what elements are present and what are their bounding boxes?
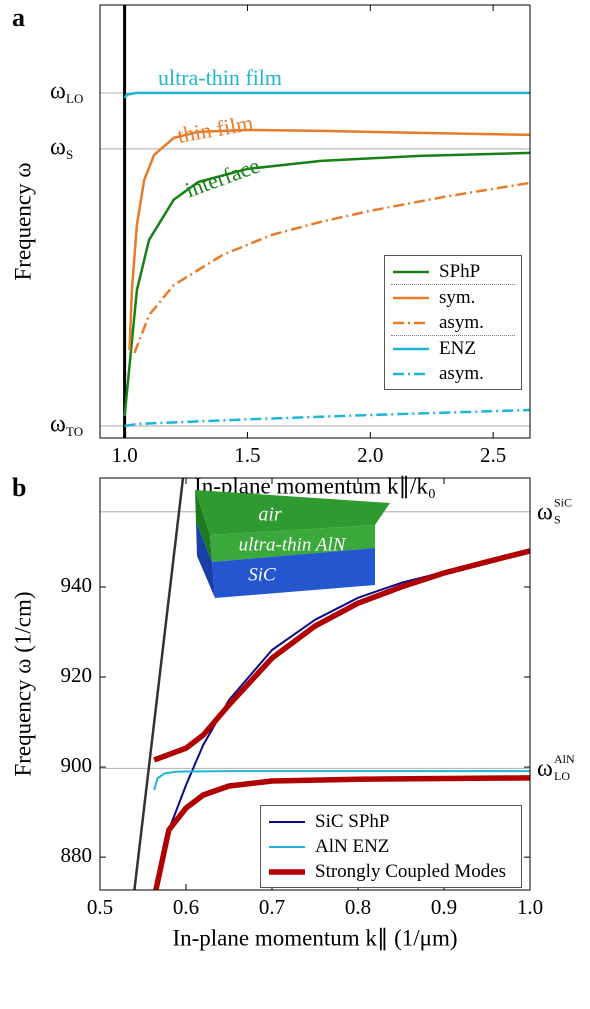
inset-front-film bbox=[210, 525, 375, 562]
x-tick-label: 0.5 bbox=[87, 895, 113, 919]
series-line bbox=[123, 91, 530, 99]
x-tick-label: 2.5 bbox=[480, 443, 506, 467]
legend-entry: sym. bbox=[391, 284, 515, 310]
y-tick-label: 920 bbox=[61, 663, 93, 687]
annotation: thin film bbox=[175, 110, 255, 148]
legend: SPhP sym. asym. ENZ asym. bbox=[384, 255, 522, 390]
y-tick-label: ω bbox=[50, 412, 66, 438]
panel-label: a bbox=[12, 3, 25, 32]
plot-frame bbox=[99, 477, 531, 891]
y-tick-label: ω bbox=[50, 78, 66, 104]
y-tick-label: 940 bbox=[61, 573, 93, 597]
y-tick-label: 880 bbox=[61, 843, 93, 867]
x-tick-label: 1.0 bbox=[517, 895, 543, 919]
legend-swatch bbox=[269, 845, 305, 848]
series-line bbox=[133, 181, 530, 354]
series-line bbox=[128, 128, 530, 351]
legend-label: asym. bbox=[439, 363, 484, 384]
y-tick-subscript: LO bbox=[66, 91, 83, 106]
legend-entry: AlN ENZ bbox=[267, 834, 515, 859]
inset-side-substrate bbox=[196, 522, 215, 598]
legend-label: SiC SPhP bbox=[315, 811, 390, 832]
legend-entry: SiC SPhP bbox=[267, 809, 515, 834]
legend-entry: asym. bbox=[391, 310, 515, 335]
legend-entry: ENZ bbox=[391, 335, 515, 361]
series-line bbox=[123, 151, 530, 417]
reference-label: ω bbox=[537, 756, 553, 782]
legend-entry: SPhP bbox=[391, 259, 515, 284]
y-axis-label: Frequency ω bbox=[10, 163, 35, 281]
legend-swatch bbox=[269, 820, 305, 823]
legend: SiC SPhP AlN ENZ Strongly Coupled Modes bbox=[260, 805, 522, 888]
panel-label: b bbox=[12, 473, 26, 502]
legend-label: Strongly Coupled Modes bbox=[315, 861, 507, 882]
x-tick-label: 1.5 bbox=[234, 443, 260, 467]
series-line bbox=[153, 770, 530, 791]
x-tick-label: 2.0 bbox=[357, 443, 383, 467]
x-tick-label: 0.7 bbox=[259, 895, 285, 919]
x-axis-label: In-plane momentum k∥ (1/μm) bbox=[172, 925, 457, 950]
inset-side-film bbox=[195, 490, 212, 562]
plot-frame bbox=[99, 4, 531, 439]
series-line bbox=[153, 548, 530, 890]
legend-swatch bbox=[393, 321, 429, 324]
legend-entry: asym. bbox=[391, 361, 515, 386]
legend-swatch bbox=[393, 296, 429, 299]
legend-swatch bbox=[269, 868, 305, 875]
reference-superscript: AlN bbox=[554, 752, 575, 766]
legend-label: AlN ENZ bbox=[315, 836, 390, 857]
legend-swatch bbox=[393, 270, 429, 273]
inset-top bbox=[195, 490, 390, 535]
inset-front-substrate bbox=[212, 548, 375, 598]
x-tick-label: 0.8 bbox=[345, 895, 371, 919]
legend-label: sym. bbox=[439, 287, 476, 308]
legend-swatch bbox=[393, 372, 429, 375]
reference-subscript: LO bbox=[554, 769, 570, 783]
legend-entry: Strongly Coupled Modes bbox=[267, 859, 515, 884]
inset-diagram: air ultra-thin AlN SiC bbox=[195, 490, 390, 598]
x-tick-label: 0.6 bbox=[173, 895, 199, 919]
x-tick-label: 0.9 bbox=[431, 895, 457, 919]
legend-label: ENZ bbox=[439, 338, 476, 359]
annotation: ultra-thin film bbox=[158, 65, 282, 90]
annotation: interface bbox=[182, 153, 263, 203]
inset-label: ultra-thin AlN bbox=[239, 534, 347, 555]
x-tick-label: 1.0 bbox=[111, 443, 137, 467]
series-line bbox=[133, 478, 185, 890]
y-tick-label: ω bbox=[50, 134, 66, 160]
legend-label: asym. bbox=[439, 312, 484, 333]
legend-label: SPhP bbox=[439, 261, 481, 282]
inset-label: SiC bbox=[248, 564, 276, 585]
plot-area bbox=[133, 478, 530, 890]
series-line bbox=[124, 408, 530, 428]
plot-area bbox=[123, 5, 530, 438]
y-axis-label: Frequency ω (1/cm) bbox=[10, 591, 35, 776]
y-tick-label: 900 bbox=[61, 753, 93, 777]
legend-swatch bbox=[393, 347, 429, 350]
y-tick-subscript: TO bbox=[66, 424, 83, 439]
inset-label: air bbox=[258, 504, 282, 526]
reference-superscript: SiC bbox=[554, 496, 572, 510]
reference-subscript: S bbox=[554, 513, 561, 527]
y-tick-subscript: S bbox=[66, 147, 73, 162]
reference-label: ω bbox=[537, 499, 553, 525]
